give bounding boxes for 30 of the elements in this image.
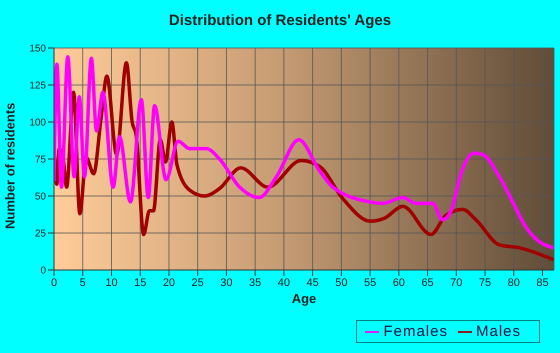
x-tick-label: 85 xyxy=(536,276,549,289)
chart-title: Distribution of Residents' Ages xyxy=(168,12,392,29)
x-tick-label: 60 xyxy=(392,276,405,289)
y-tick-label: 75 xyxy=(34,154,46,166)
y-tick-label: 25 xyxy=(34,228,46,240)
y-axis-title: Number of residents xyxy=(2,102,18,229)
x-tick-label: 50 xyxy=(335,276,348,289)
y-tick-label: 100 xyxy=(29,118,46,129)
x-tick-label: 70 xyxy=(450,276,462,289)
x-axis-title: Age xyxy=(292,291,316,306)
x-tick-label: 25 xyxy=(192,276,204,289)
x-tick-label: 20 xyxy=(162,276,176,289)
legend-label: Females xyxy=(383,323,448,340)
x-tick-label: 75 xyxy=(478,276,492,289)
x-tick-label: 5 xyxy=(80,276,86,289)
y-tick-label: 0 xyxy=(40,266,46,277)
x-tick-label: 10 xyxy=(105,276,118,289)
y-tick-label: 150 xyxy=(29,44,46,55)
x-tick-label: 40 xyxy=(278,276,290,289)
x-tick-label: 0 xyxy=(50,276,58,289)
x-tick-label: 65 xyxy=(421,276,434,289)
x-tick-label: 15 xyxy=(134,276,146,289)
x-tick-label: 35 xyxy=(249,276,262,289)
y-tick-label: 125 xyxy=(29,80,46,92)
x-tick-label: 30 xyxy=(220,276,233,289)
legend-label: Males xyxy=(476,323,521,340)
x-tick-label: 80 xyxy=(508,276,520,289)
y-tick-label: 50 xyxy=(34,192,46,203)
x-tick-label: 55 xyxy=(364,276,376,289)
x-tick-label: 45 xyxy=(306,276,319,289)
